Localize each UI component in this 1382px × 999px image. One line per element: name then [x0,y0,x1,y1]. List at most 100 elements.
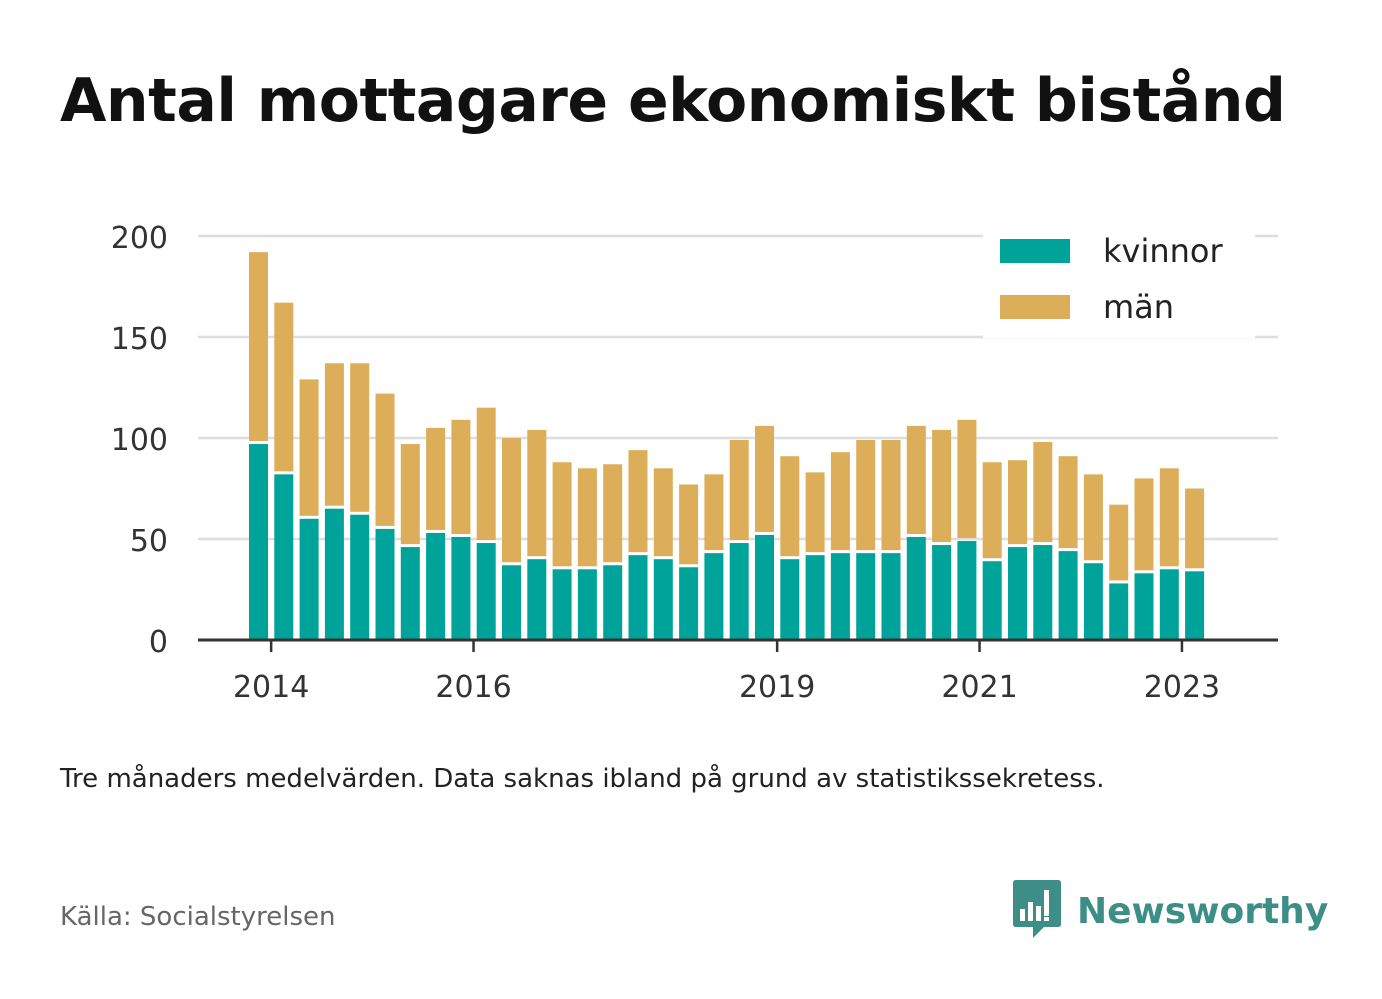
bar-man [426,427,446,530]
y-tick-label: 150 [111,322,168,357]
bar-kvinnor [755,534,774,640]
y-tick-label: 200 [111,221,168,256]
bar-man [249,252,268,442]
bar-kvinnor [476,543,496,640]
bar-kvinnor [324,508,344,640]
bar-man [704,474,724,551]
bar-man [577,468,597,567]
bar-kvinnor [957,541,977,640]
bar-kvinnor [653,559,673,640]
bar-man [502,438,521,563]
bar-man [274,302,294,472]
x-tick-label: 2021 [941,670,1017,705]
bar-kvinnor [274,474,294,640]
bar-kvinnor [527,559,547,640]
bar-man [1008,460,1027,545]
bar-kvinnor [426,532,446,640]
bar-man [906,425,926,534]
bar-kvinnor [932,545,952,640]
bar-kvinnor [1185,571,1205,640]
bar-man [1159,468,1179,567]
x-tick-label: 2023 [1144,670,1220,705]
bar-kvinnor [881,553,901,640]
legend-swatch [1000,295,1070,319]
y-tick-label: 0 [149,625,168,660]
bar-kvinnor [704,553,724,640]
bar-kvinnor [830,553,850,640]
legend-label: kvinnor [1103,232,1224,270]
bar-man [1134,478,1154,571]
bar-man [603,464,623,563]
bar-kvinnor [1033,545,1053,640]
bar-man [1033,442,1053,543]
bar-kvinnor [451,536,471,640]
bar-kvinnor [679,567,699,640]
bar-man [476,407,496,541]
bar-man [982,462,1002,559]
bar-kvinnor [552,569,572,640]
bar-kvinnor [805,555,825,640]
legend: kvinnor män [983,226,1255,338]
bar-kvinnor [350,514,370,640]
bar-kvinnor [1008,547,1027,640]
chart-title: Antal mottagare ekonomiskt bistånd [60,66,1286,136]
bar-man [780,456,800,557]
bar-man [552,462,572,567]
source-note: Källa: Socialstyrelsen [60,902,336,932]
bar-kvinnor [400,547,420,640]
bar-kvinnor [906,536,926,640]
bar-man [729,440,749,541]
bar-man [957,419,977,539]
axes: 0 50 100 150 200 2014 2016 2019 2021 2023 [111,221,1278,705]
bar-kvinnor [603,565,623,640]
bars [249,252,1205,640]
bar-man [679,484,699,565]
bar-kvinnor [502,565,521,640]
bar-kvinnor [1134,573,1154,640]
bar-kvinnor [1058,551,1078,640]
bar-man [1109,504,1129,581]
bar-man [350,363,370,512]
legend-swatch [1000,239,1070,263]
bar-kvinnor [1109,583,1129,640]
bar-man [1185,488,1205,569]
bar-kvinnor [856,553,876,640]
bar-man [299,379,319,516]
x-tick-label: 2019 [739,670,815,705]
bar-man [324,363,344,506]
bar-kvinnor [628,555,648,640]
y-tick-label: 50 [130,524,168,559]
bar-kvinnor [249,444,268,640]
bar-kvinnor [982,561,1002,640]
bar-man [881,440,901,551]
bar-kvinnor [1159,569,1179,640]
bar-man [400,444,420,545]
brand-name: Newsworthy [1077,890,1329,932]
chart-caption: Tre månaders medelvärden. Data saknas ib… [60,764,1105,794]
bar-man [830,452,850,551]
bar-man [375,393,395,526]
bar-kvinnor [729,543,749,640]
bar-man [856,440,876,551]
bar-kvinnor [375,528,395,640]
newsworthy-logo-icon [1011,878,1063,944]
brand-logo: Newsworthy [1011,878,1328,944]
bar-man [451,419,471,534]
x-tick-label: 2014 [233,670,309,705]
bar-man [755,425,774,532]
bar-man [653,468,673,557]
bar-man [1083,474,1103,561]
y-tick-label: 100 [111,423,168,458]
bar-man [932,429,952,543]
bar-man [1058,456,1078,549]
x-tick-label: 2016 [435,670,511,705]
bar-man [527,429,547,557]
bar-kvinnor [299,518,319,640]
bar-man [628,450,648,553]
stacked-bar-chart: 0 50 100 150 200 2014 2016 2019 2021 2023 kvinnor… [111,221,1278,705]
legend-label: män [1103,288,1174,326]
bar-kvinnor [780,559,800,640]
bar-kvinnor [577,569,597,640]
bar-kvinnor [1083,563,1103,640]
bar-man [805,472,825,553]
